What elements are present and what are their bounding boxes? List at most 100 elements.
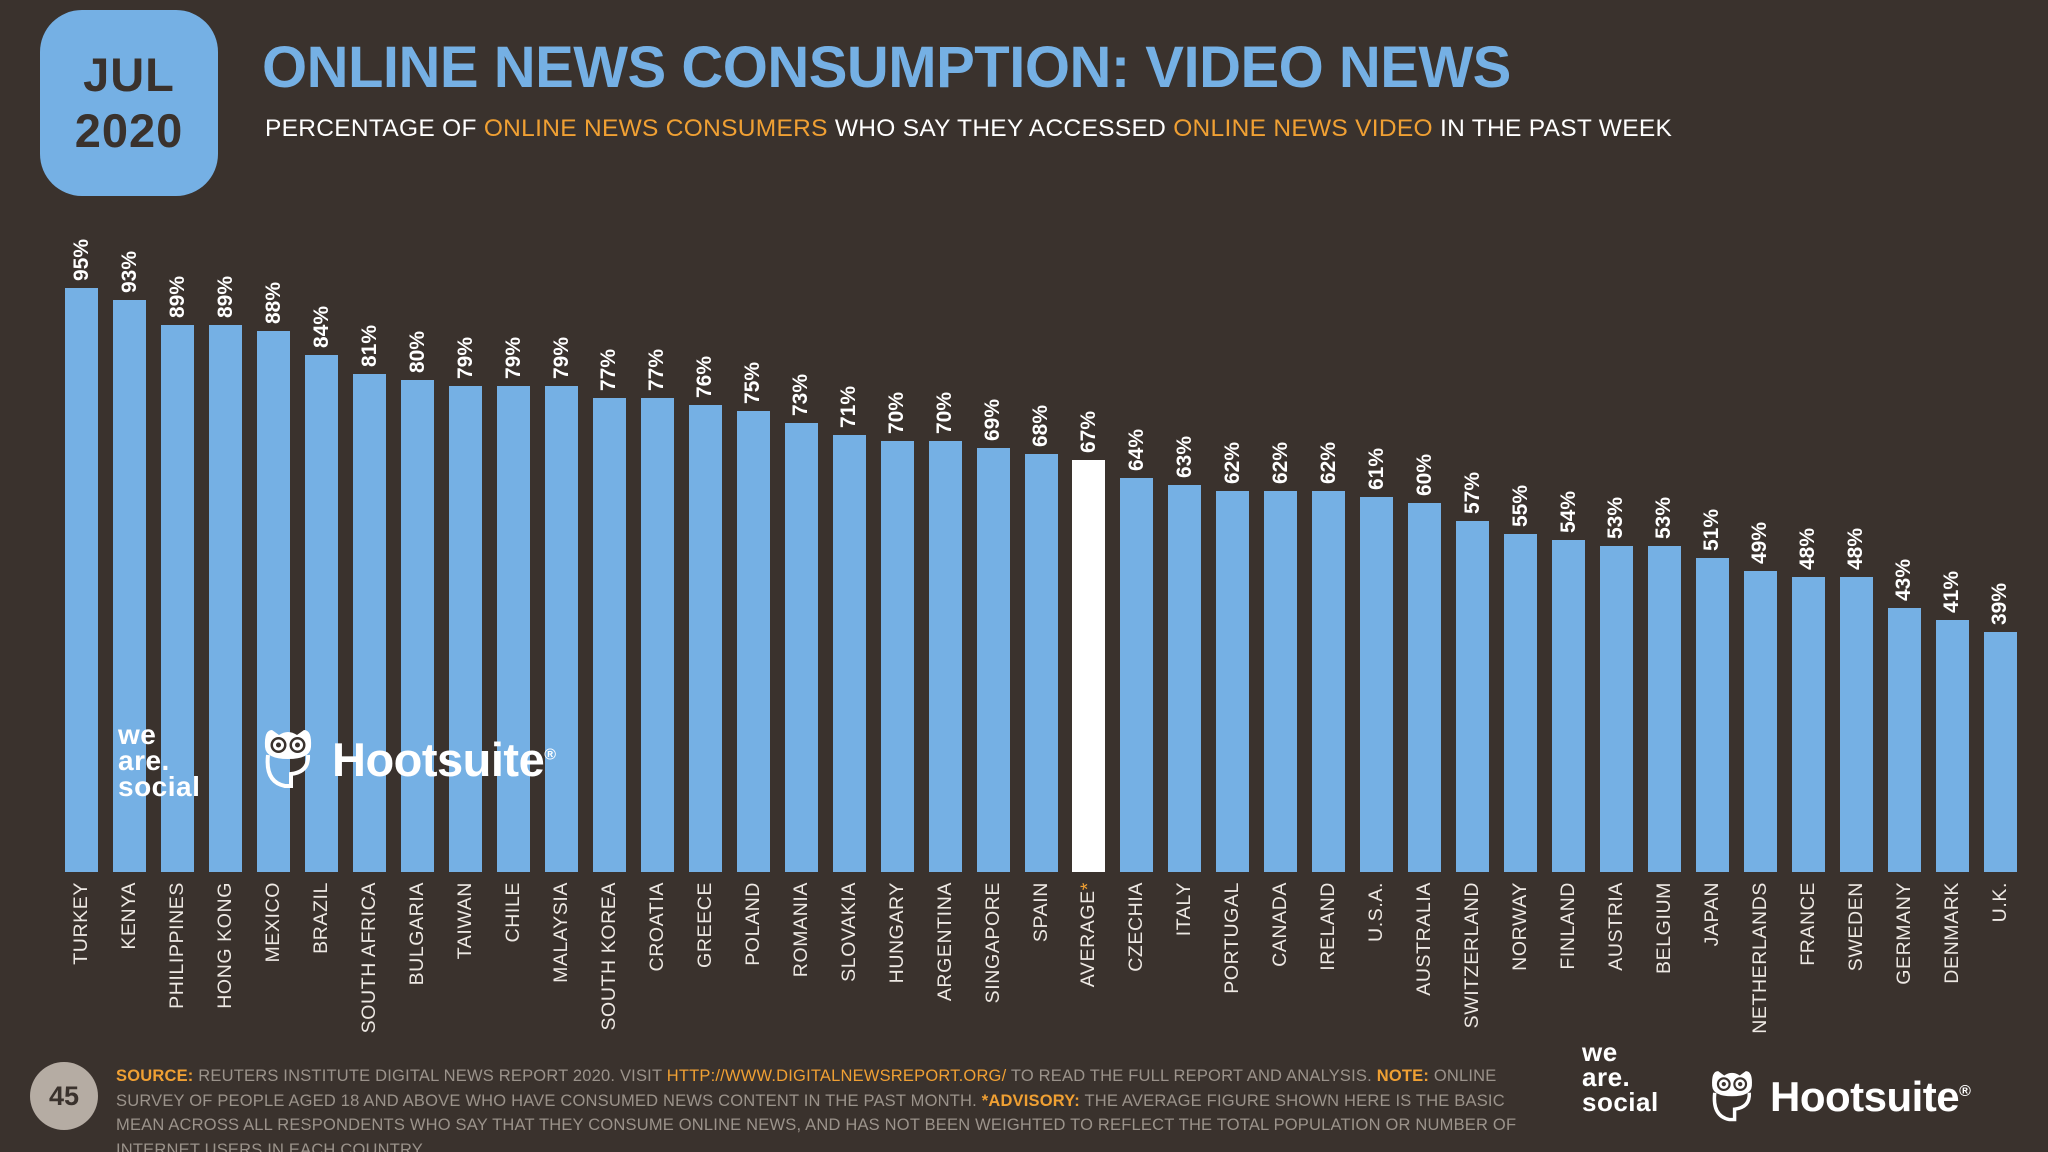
bar-value-label: 62% [1220, 441, 1244, 484]
bar [1887, 608, 1921, 872]
hootsuite-wordmark: Hootsuite® [1770, 1073, 1971, 1120]
bar-column: 53% BELGIUM [1640, 200, 1688, 1052]
bar-column: 77% SOUTH KOREA [585, 200, 633, 1052]
bar [1935, 620, 1969, 872]
bar [1983, 632, 2017, 872]
bar [928, 441, 962, 872]
bar-value-label: 69% [981, 398, 1005, 441]
source-note: SOURCE: REUTERS INSTITUTE DIGITAL NEWS R… [116, 1064, 1546, 1152]
we-are-social-logo-line: are. [118, 745, 170, 776]
text-run: THE AVERAGE FIGURE SHOWN HERE IS THE BAS… [116, 1091, 1517, 1152]
bar-column: 67% AVERAGE* [1065, 200, 1113, 1052]
bar-column: 61% U.S.A. [1353, 200, 1401, 1052]
bar-value-label: 70% [933, 391, 957, 434]
category-label: SOUTH KOREA [597, 882, 620, 1031]
we-are-social-logo-line: are. [1582, 1062, 1631, 1092]
bar [65, 288, 99, 872]
category-label: U.S.A. [1365, 882, 1388, 942]
bar-column: 79% CHILE [490, 200, 538, 1052]
bar [1504, 534, 1538, 872]
we-are-social-logo-line: social [1582, 1087, 1659, 1117]
bar-value-label: 41% [1940, 570, 1964, 613]
category-label: MEXICO [262, 882, 285, 963]
hootsuite-wordmark: Hootsuite® [332, 733, 556, 786]
category-label: ITALY [1173, 882, 1196, 937]
registered-mark: ® [1959, 1083, 1971, 1100]
bar-column: 88% MEXICO [250, 200, 298, 1052]
bar-value-label: 81% [357, 324, 381, 367]
category-label: FINLAND [1557, 882, 1580, 970]
category-label: ARGENTINA [933, 882, 956, 1002]
bar-chart: 95% TURKEY 93% KENYA 89% PHILIPPINES 89% HONG K… [58, 200, 2024, 1052]
hootsuite-logo-footer: Hootsuite® [1706, 1066, 1971, 1128]
bar-value-label: 64% [1124, 428, 1148, 471]
text-run: WHO SAY THEY ACCESSED [827, 115, 1174, 142]
bar [353, 374, 387, 872]
bar-column: 43% GERMANY [1880, 200, 1928, 1052]
category-label: AUSTRALIA [1413, 882, 1436, 996]
bar [1024, 454, 1058, 872]
bar-value-label: 77% [597, 348, 621, 391]
average-bar [1072, 460, 1106, 872]
category-label: CZECHIA [1125, 882, 1148, 972]
category-label: BELGIUM [1652, 882, 1675, 974]
bar [305, 355, 339, 872]
bar-value-label: 93% [117, 250, 141, 293]
bar-column: 79% MALAYSIA [538, 200, 586, 1052]
hootsuite-logo: Hootsuite® [258, 724, 556, 795]
category-label: NETHERLANDS [1748, 882, 1771, 1034]
bar-value-label: 62% [1316, 441, 1340, 484]
category-label: ROMANIA [789, 882, 812, 978]
page-title: ONLINE NEWS CONSUMPTION: VIDEO NEWS [262, 35, 1511, 100]
bar [688, 405, 722, 872]
we-are-social-logo-footer: we are. social [1582, 1037, 1659, 1117]
bar [1599, 546, 1633, 872]
bar-column: 62% CANADA [1257, 200, 1305, 1052]
category-label: SLOVAKIA [837, 882, 860, 982]
bar [497, 386, 531, 872]
we-are-social-logo-line: we [1582, 1037, 1618, 1067]
bar-value-label: 79% [501, 336, 525, 379]
category-label: CHILE [502, 882, 525, 943]
bar-column: 71% SLOVAKIA [825, 200, 873, 1052]
bar-column: 53% AUSTRIA [1593, 200, 1641, 1052]
bar-value-label: 51% [1700, 508, 1724, 551]
bar [1647, 546, 1681, 872]
bar-value-label: 43% [1892, 558, 1916, 601]
bar-column: 80% BULGARIA [394, 200, 442, 1052]
bar-value-label: 84% [309, 305, 333, 348]
category-label: NORWAY [1509, 882, 1532, 971]
text-run: TO READ THE FULL REPORT AND ANALYSIS. [1006, 1067, 1377, 1085]
we-are-social-logo-line: social [118, 771, 201, 802]
bar-value-label: 61% [1364, 447, 1388, 490]
bar-column: 64% CZECHIA [1113, 200, 1161, 1052]
highlighted-text: ONLINE NEWS CONSUMERS [483, 115, 828, 142]
bar-column: 49% NETHERLANDS [1736, 200, 1784, 1052]
category-label: DENMARK [1940, 882, 1963, 984]
text-run: REUTERS INSTITUTE DIGITAL NEWS REPORT 20… [193, 1067, 667, 1085]
bar-column: 68% SPAIN [1017, 200, 1065, 1052]
category-label: BULGARIA [406, 882, 429, 986]
bar [1791, 577, 1825, 872]
date-badge: JUL 2020 [40, 10, 218, 196]
category-label: PORTUGAL [1221, 882, 1244, 994]
bar-value-label: 60% [1412, 453, 1436, 496]
category-label: FRANCE [1796, 882, 1819, 966]
bar [1695, 558, 1729, 872]
bar-column: 57% SWITZERLAND [1449, 200, 1497, 1052]
bar-column: 76% GREECE [681, 200, 729, 1052]
bar [449, 386, 483, 872]
bar-column: 63% ITALY [1161, 200, 1209, 1052]
bar-column: 48% SWEDEN [1832, 200, 1880, 1052]
badge-year: 2020 [74, 104, 184, 157]
bar-value-label: 76% [693, 355, 717, 398]
bar-column: 84% BRAZIL [298, 200, 346, 1052]
bar [401, 380, 435, 872]
highlighted-text: *ADVISORY: [981, 1091, 1080, 1110]
bar-column: 69% SINGAPORE [969, 200, 1017, 1052]
bar-column: 60% AUSTRALIA [1401, 200, 1449, 1052]
category-label: SWITZERLAND [1461, 882, 1484, 1029]
page-number: 45 [48, 1080, 80, 1111]
bar-column: 41% DENMARK [1928, 200, 1976, 1052]
category-label: AUSTRIA [1604, 882, 1627, 971]
